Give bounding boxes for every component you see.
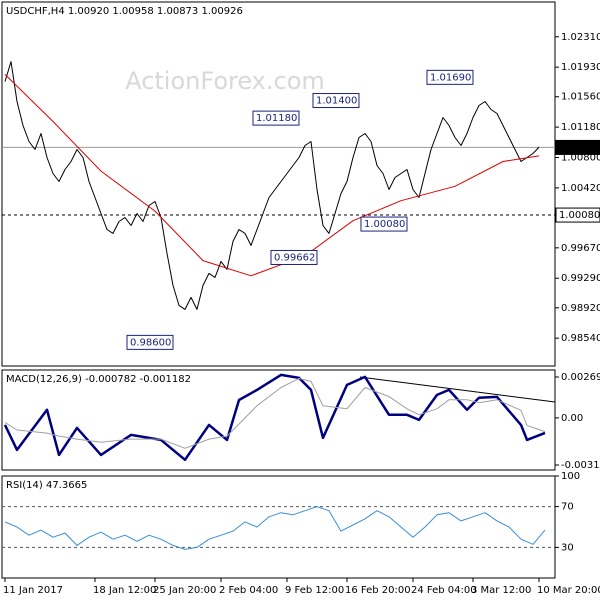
annotation-box xyxy=(270,249,318,265)
price-label: 1.00080 xyxy=(559,210,600,221)
y-tick-label: 1.00800 xyxy=(561,152,600,163)
y-tick-label: 0.00 xyxy=(561,413,583,424)
x-tick-label: 25 Jan 20:00 xyxy=(153,585,216,596)
x-tick-label: 3 Mar 12:00 xyxy=(471,585,531,596)
panel-frame xyxy=(1,1,556,367)
y-tick-label: 1.01560 xyxy=(561,92,600,103)
y-tick-label: 0.99670 xyxy=(561,243,600,254)
panel-title: RSI(14) 47.3665 xyxy=(6,480,87,491)
y-tick-label: -0.003102 xyxy=(561,460,600,471)
annotation-label: 0.99662 xyxy=(274,252,315,263)
series-line xyxy=(4,74,540,277)
price-label-box xyxy=(555,207,600,223)
annotation-box xyxy=(360,216,408,232)
y-tick-label: 1.02310 xyxy=(561,32,600,43)
x-tick-label: 10 Mar 20:00 xyxy=(537,585,600,596)
annotation-box xyxy=(126,334,174,350)
y-tick-label: 1.01180 xyxy=(561,122,600,133)
panel-frame xyxy=(1,369,556,471)
y-tick-label: 30 xyxy=(561,542,574,553)
annotation-label: 1.01400 xyxy=(316,96,357,107)
y-tick-label: 0.98920 xyxy=(561,303,600,314)
y-tick-label: 0.99290 xyxy=(561,273,600,284)
x-tick-label: 2 Feb 04:00 xyxy=(219,585,278,596)
annotation-label: 0.98600 xyxy=(130,337,171,348)
panel-title: MACD(12,26,9) -0.000782 -0.001182 xyxy=(6,374,191,385)
x-tick-label: 16 Feb 20:00 xyxy=(345,585,411,596)
panel-frame xyxy=(1,475,556,579)
panel-title: USDCHF,H4 1.00920 1.00958 1.00873 1.0092… xyxy=(6,6,243,17)
annotation-box xyxy=(312,93,360,109)
price-label: 1.00926 xyxy=(559,142,600,153)
x-tick-label: 11 Jan 2017 xyxy=(3,585,63,596)
annotation-box xyxy=(426,69,474,85)
annotation-box xyxy=(252,110,300,126)
y-tick-label: 0.98540 xyxy=(561,333,600,344)
series-line xyxy=(4,377,546,449)
series-line xyxy=(3,373,546,462)
series-line xyxy=(4,61,540,310)
y-tick-label: 0.002691 xyxy=(561,372,600,383)
y-tick-label: 70 xyxy=(561,502,574,513)
annotation-label: 1.01180 xyxy=(256,113,297,124)
series-line xyxy=(4,506,546,550)
y-tick-label: 1.00420 xyxy=(561,183,600,194)
x-tick-label: 9 Feb 12:00 xyxy=(285,585,344,596)
y-tick-label: 1.01930 xyxy=(561,62,600,73)
trend-line xyxy=(359,376,556,403)
x-tick-label: 18 Jan 12:00 xyxy=(93,585,156,596)
annotation-label: 1.01690 xyxy=(430,72,471,83)
watermark: ActionForex.com xyxy=(125,67,325,95)
x-tick-label: 24 Feb 04:00 xyxy=(411,585,477,596)
y-tick-label: 100 xyxy=(561,471,580,482)
annotation-label: 1.00080 xyxy=(364,219,405,230)
price-label-box xyxy=(555,139,600,155)
